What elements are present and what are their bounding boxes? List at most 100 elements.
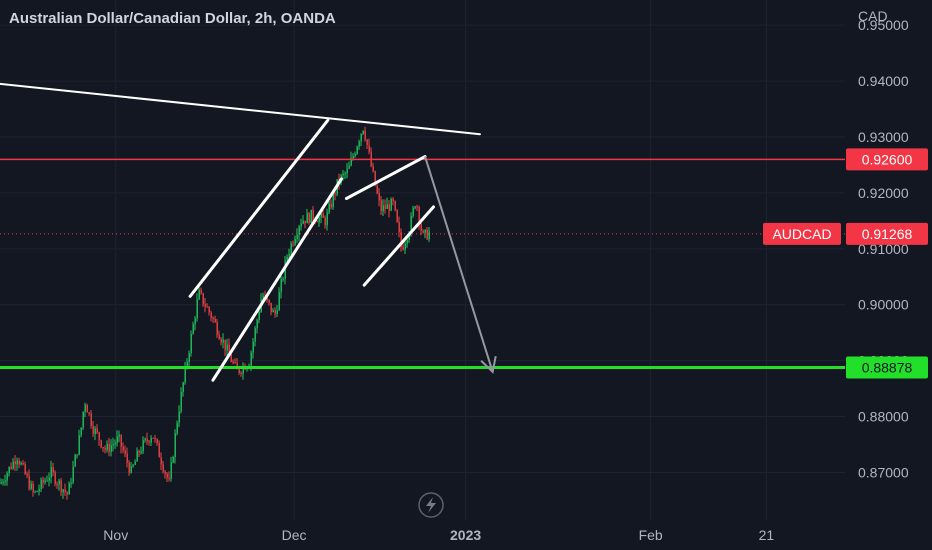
candle-body [200,289,202,294]
drawings[interactable] [0,82,497,382]
candle-body [36,491,38,493]
candle-body [138,450,140,453]
wedge-upper-drawing[interactable] [344,155,427,200]
candle-body [124,450,126,454]
candle-body [30,483,32,489]
candle-body [168,477,170,479]
candle-body [184,365,186,383]
channel-upper-drawing[interactable] [188,118,330,298]
candle-body [224,339,226,351]
candle-body [398,221,400,232]
candle-body [90,413,92,427]
candle-body [156,438,158,444]
candle-body [352,156,354,159]
candle-body [166,473,168,478]
symbol-badge [763,222,841,245]
candle-body [98,432,100,441]
candle-body [416,206,418,208]
candle-body [410,215,412,234]
candle-body [366,139,368,146]
candle-body [10,466,12,469]
candle-body [254,328,256,342]
candle-body [140,451,142,453]
candle-body [350,158,352,166]
candle-body [182,382,184,392]
candle-body [360,133,362,142]
candle-body [424,229,426,233]
candle-body [328,203,330,213]
candle-body [54,472,56,485]
price-axis[interactable]: 0.870000.880000.890000.900000.910000.920… [858,17,909,480]
candle-body [50,467,52,478]
candle-body [88,412,90,414]
lightning-icon[interactable] [418,492,444,518]
candle-body [194,318,196,325]
candle-body [2,481,4,483]
candle-body [196,299,198,319]
candle-body [306,213,308,224]
candle-body [212,317,214,319]
candle-body [258,312,260,321]
candle-body [232,361,234,363]
candle-body [60,480,62,493]
trendline-drawing[interactable] [0,82,481,136]
candle-body [310,209,312,223]
candle-body [404,243,406,250]
candle-body [334,193,336,195]
candle-body [18,460,20,465]
candle-body [318,217,320,223]
candle-body [130,466,132,473]
candle-body [418,207,420,224]
candle-body [154,438,156,440]
candle-body [312,209,314,219]
candle-body [286,256,288,261]
candle-body [344,173,346,175]
candle-body [158,443,160,458]
candle-body [72,466,74,483]
candle-body [394,200,396,210]
candle-body [64,489,66,492]
candle-body [226,344,228,351]
candle-body [188,353,190,362]
candle-body [316,220,318,223]
candle-body [326,212,328,226]
x-tick-label: Feb [639,527,663,543]
candle-body [386,204,388,209]
candle-body [66,491,68,495]
candle-body [120,434,122,447]
candle-body [100,440,102,448]
candle-body [74,454,76,467]
candle-body [408,233,410,241]
wedge-lower-drawing[interactable] [362,205,435,287]
candle-body [276,310,278,315]
x-tick-label: 2023 [450,527,481,543]
candle-body [178,411,180,423]
candle-body [144,438,146,441]
candle-body [348,165,350,169]
channel-lower-drawing[interactable] [211,177,343,382]
last-price-badge [846,222,928,245]
candle-body [202,293,204,305]
candle-body [298,226,300,235]
candle-body [44,480,46,483]
candle-body [390,198,392,211]
candle-body [396,209,398,222]
candle-body [256,320,258,329]
candle-body [114,442,116,445]
candle-body [376,185,378,193]
grid [0,0,845,520]
time-axis[interactable]: Nov Dec 2023 Feb 21 [103,527,774,543]
projection-arrow[interactable] [424,156,494,373]
candle-body [210,312,212,318]
candle-body [400,231,402,248]
candle-body [392,198,394,201]
y-tick-label: 0.87000 [858,464,909,480]
y-tick-label: 0.88000 [858,409,909,425]
y-tick-label: 0.95000 [858,17,909,33]
candle-body [208,307,210,313]
candle-body [428,231,430,240]
candle-body [192,324,194,334]
resistance-badge-value: 0.92600 [862,151,913,167]
